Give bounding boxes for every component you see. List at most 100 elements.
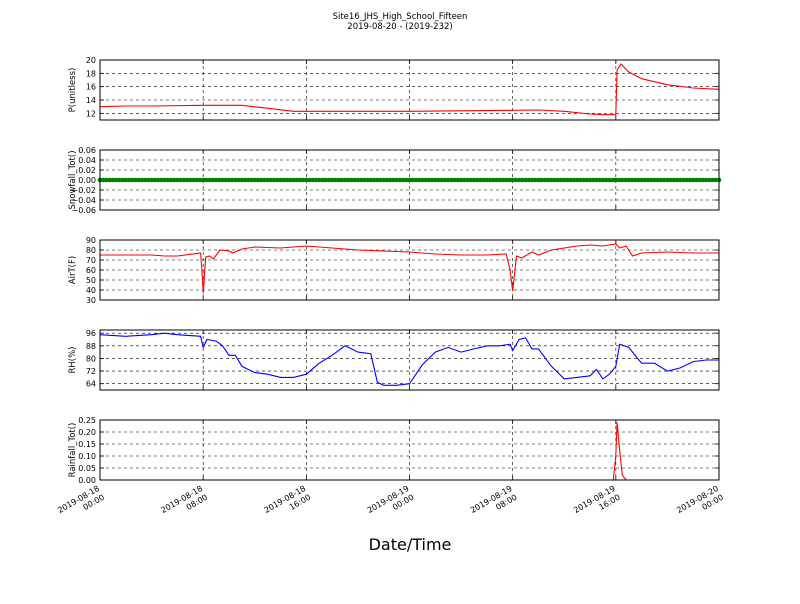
y-tick-label: 80 [86,354,96,363]
data-point [281,177,287,183]
data-point [536,177,541,183]
data-point [671,177,677,183]
data-point [565,177,570,183]
data-point [229,177,235,183]
data-point [355,177,361,183]
data-point [178,177,183,183]
data-point [491,177,496,183]
data-point [703,177,709,183]
y-tick-label: 72 [86,367,96,376]
figure-subtitle: 2019-08-20 - (2019-232) [347,22,452,32]
data-point [400,177,406,183]
data-point [474,177,480,183]
data-point [246,177,251,183]
data-point [681,177,686,183]
data-point [658,177,664,183]
panel-1: 12 14 16 18 20 P(unitless) [68,56,720,121]
data-point [126,177,132,183]
data-point [465,177,470,183]
data-point [429,177,435,183]
y-tick-label: 88 [86,342,96,351]
data-point [423,177,428,183]
data-point [462,177,467,183]
data-point [291,177,296,183]
data-point [655,177,660,183]
data-point [136,177,141,183]
data-point [375,177,380,183]
data-point [165,177,170,183]
data-point [571,177,577,183]
data-point [629,177,635,183]
data-point [652,177,657,183]
data-point [368,177,374,183]
data-point [636,177,641,183]
data-point [191,177,196,183]
data-point [207,177,212,183]
y-tick-label: 50 [86,276,96,285]
y-tick-label: 0.25 [78,416,96,425]
data-point [500,177,506,183]
data-point [307,177,312,183]
y-tick-label: 20 [86,56,96,65]
data-point [159,177,164,183]
y-axis-label: Rainfall_Tot() [68,423,78,478]
data-point [620,177,625,183]
series-line [100,243,719,294]
data-point [342,177,348,183]
data-point [549,177,554,183]
data-point [129,177,135,183]
data-point [358,177,364,183]
y-tick-label: 70 [86,256,96,265]
data-point [352,177,358,183]
data-point [113,177,119,183]
panel-4: 64 72 80 88 96 RH(%) [68,329,720,391]
data-point [200,177,206,183]
data-point [607,177,612,183]
data-point [581,177,586,183]
data-point [294,177,300,183]
axes-frame [99,239,720,301]
data-point [316,177,322,183]
y-tick-label: 0.15 [78,440,96,449]
data-point [523,177,528,183]
y-tick-label: 14 [86,96,96,105]
data-point [591,177,596,183]
data-point [442,177,448,183]
data-point [378,177,383,183]
data-point [258,177,264,183]
data-point [458,177,464,183]
data-point [329,177,335,183]
data-point [661,177,667,183]
y-tick-label: 0.02 [78,166,96,175]
data-point [623,177,628,183]
data-point [597,177,602,183]
data-point [233,177,238,183]
data-point [613,177,619,183]
data-point [268,177,274,183]
data-point [649,177,654,183]
data-point [284,177,290,183]
data-point [139,177,145,183]
data-point [149,177,154,183]
y-tick-label: 0.04 [78,156,96,165]
y-axis-label: P(unitless) [68,68,78,113]
axes-frame [99,329,720,391]
data-point [226,177,232,183]
y-tick-label: 16 [86,83,96,92]
data-point [407,177,412,183]
data-point [339,177,345,183]
data-point [416,177,422,183]
data-point [478,177,483,183]
y-tick-label: 0.00 [78,176,96,185]
data-point [349,177,354,183]
data-point [181,177,187,183]
data-point [507,177,512,183]
data-point [452,177,457,183]
data-point [494,177,499,183]
